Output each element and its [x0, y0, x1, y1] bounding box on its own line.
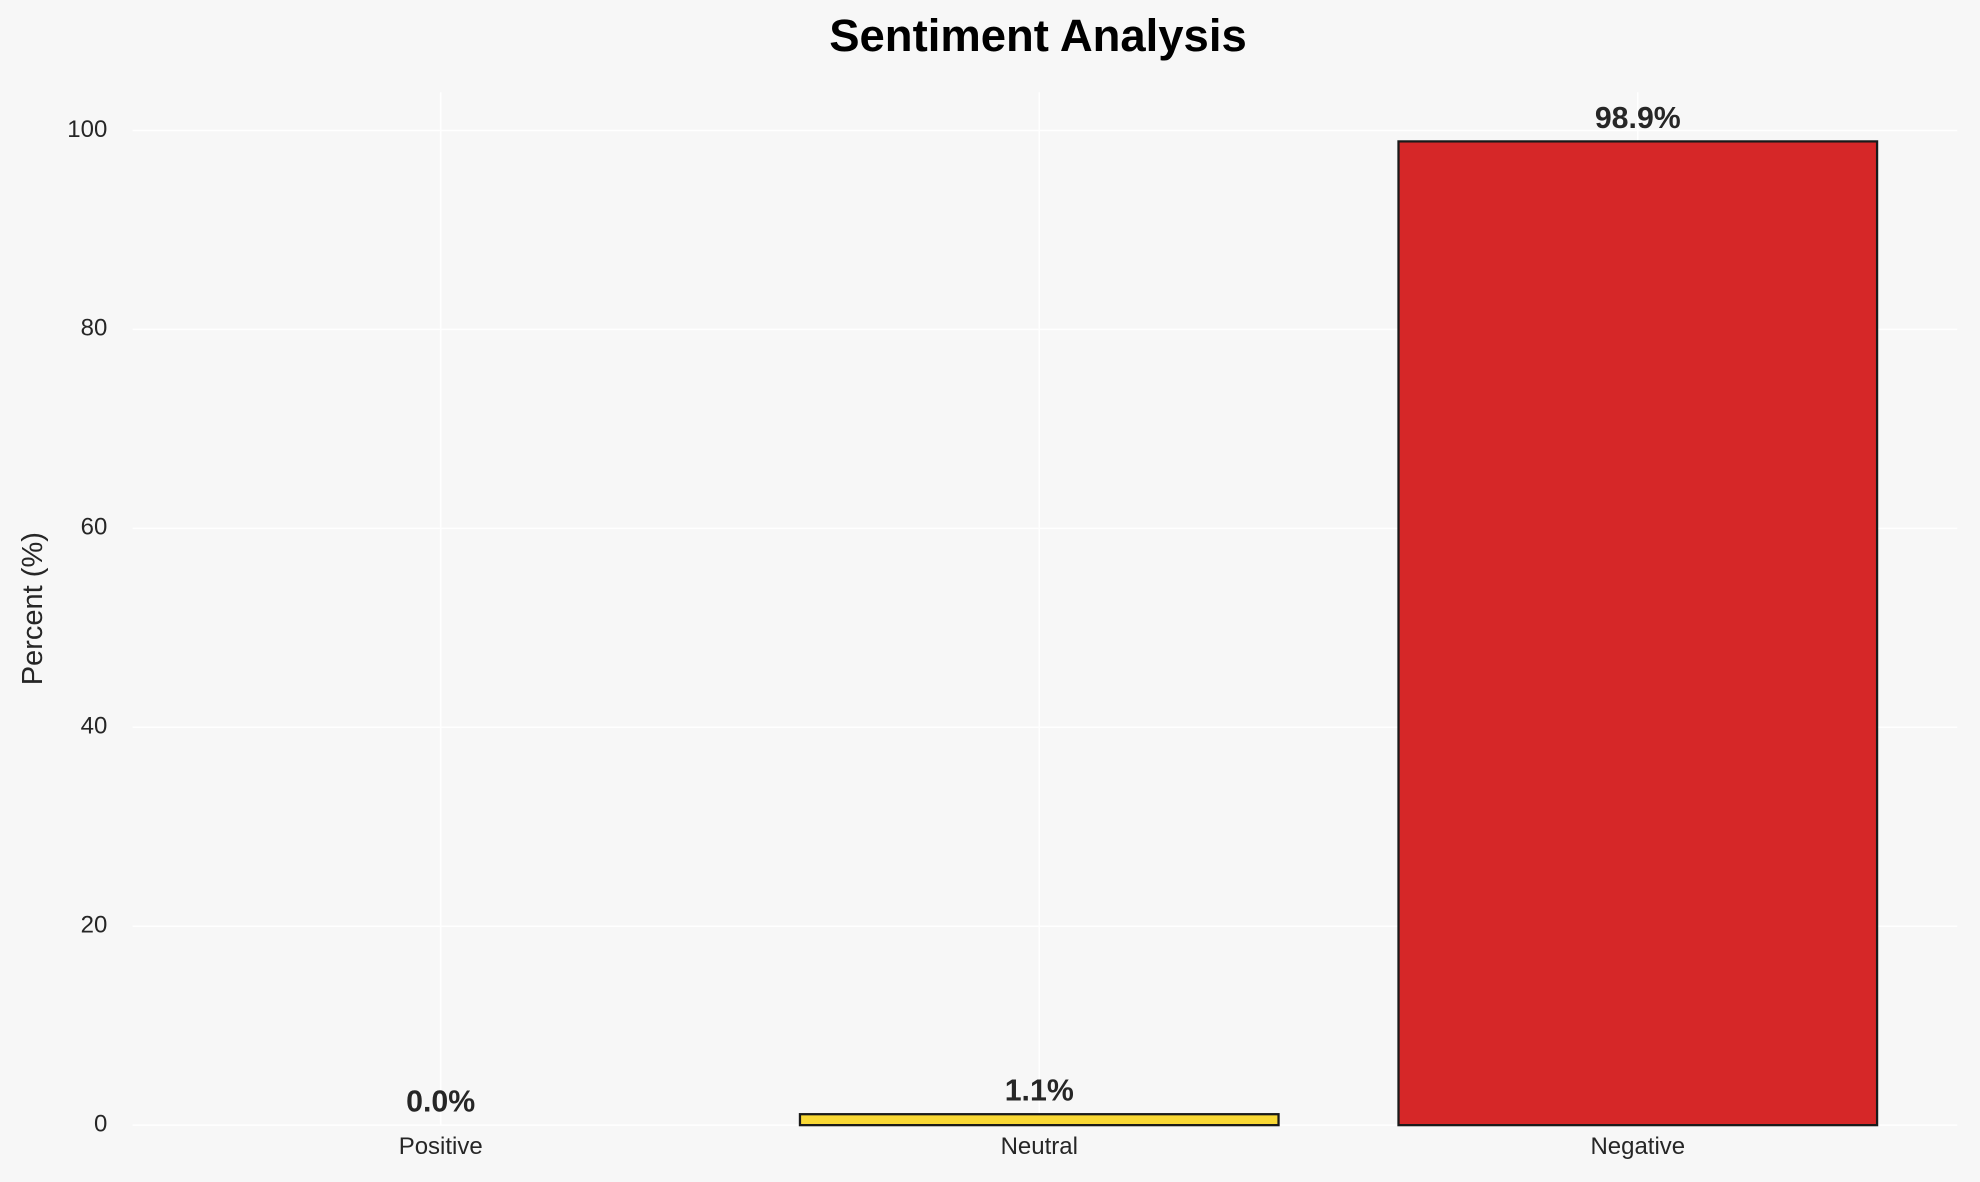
x-tick-label: Negative: [1590, 1133, 1685, 1160]
bar: [798, 1113, 1280, 1127]
value-label: 0.0%: [406, 1086, 475, 1119]
chart-title: Sentiment Analysis: [829, 10, 1246, 61]
y-tick-label: 0: [94, 1110, 107, 1137]
y-axis-label: Percent (%): [17, 532, 49, 685]
y-tick-label: 20: [81, 912, 108, 939]
y-tick-label: 60: [81, 514, 108, 541]
value-label: 98.9%: [1595, 102, 1681, 135]
value-label: 1.1%: [1005, 1075, 1074, 1108]
y-tick-label: 80: [81, 315, 108, 342]
y-tick-label: 100: [67, 116, 107, 143]
y-tick-label: 40: [81, 713, 108, 740]
bar: [1397, 140, 1879, 1127]
x-tick-label: Neutral: [1001, 1133, 1078, 1160]
x-tick-label: Positive: [399, 1133, 483, 1160]
